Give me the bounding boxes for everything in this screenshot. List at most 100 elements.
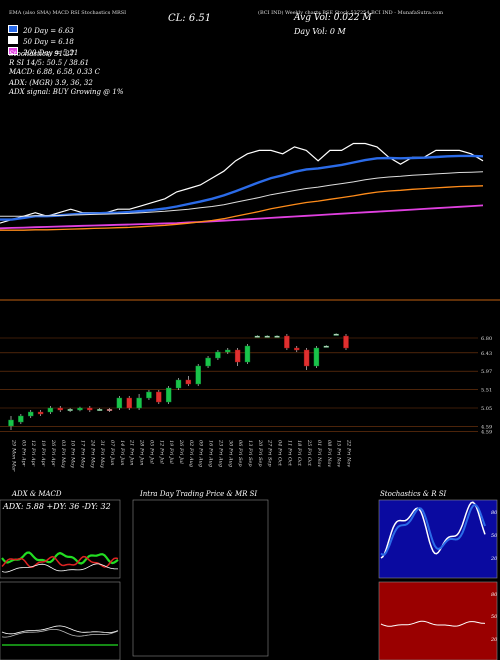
date-label: 06 Fri Sep [237, 440, 243, 467]
macd-panel [0, 581, 121, 660]
ema-label: EMA (also SMA) MACD RSI Stochastics MRSI [9, 10, 127, 16]
date-label: 10 Fri May [70, 440, 76, 468]
date-label: 13 Fri Sep [247, 440, 253, 467]
intraday-title: Intra Day Trading Price & MR SI [140, 490, 258, 498]
candle-body [234, 349, 241, 363]
stoch-title: Stochastics & R SI [380, 490, 447, 498]
candle-body [185, 379, 192, 385]
date-label: 25 Fri Oct [306, 439, 312, 467]
date-label: 20 Fri Sep [257, 439, 263, 467]
close-price: CL: 6.51 [168, 13, 212, 24]
candle-body [284, 335, 290, 349]
price-tick-label: 6.80 [481, 336, 492, 342]
date-label: 29 Mon Mar [11, 439, 17, 472]
ema-series-ema50 [0, 171, 484, 217]
date-label: 23 Fri Aug [217, 439, 223, 467]
ema-series-ema200 [0, 204, 484, 230]
date-label: 19 Fri Jul [168, 440, 174, 464]
avg-volume: Avg Vol: 0.022 M [294, 13, 372, 23]
date-label: 18 Fri Oct [296, 440, 302, 467]
candle-body [67, 409, 73, 411]
legend-ma200: 200 Day = 5.21 [8, 40, 78, 59]
chart-header-title: (BCI IND) Weekly charts BSE Stock 537254… [258, 10, 444, 16]
candle-body [225, 349, 231, 353]
price-chart: 6.806.435.975.515.054.594.59 29 Mon Mar 0… [0, 142, 500, 472]
date-label: 12 Fri Apr [30, 440, 36, 467]
price-tick-label: 4.59 [481, 424, 492, 430]
stoch-k-line [380, 501, 486, 559]
candle-body [244, 345, 251, 363]
candle-body [126, 397, 132, 409]
date-label: 12 Fri Jul [158, 440, 164, 464]
price-gridlines [0, 337, 478, 432]
adx-plus-di-line [1, 551, 119, 565]
date-label: 15 Fri Nov [336, 440, 342, 467]
date-label: 05 Fri Jul [148, 440, 154, 464]
intraday-panel [132, 499, 269, 657]
candle-body [313, 347, 320, 367]
date-label: 11 Fri Oct [286, 440, 292, 467]
price-tick-label: 6.43 [481, 351, 492, 357]
macd-lines [1, 625, 119, 646]
price-ticks: 6.80 6.43 5.97 5.51 5.05 4.594.59 [481, 336, 492, 435]
candle-body [294, 347, 300, 351]
candle-body [274, 335, 280, 338]
adx-line-label: ADX: 5.88 +DY: 36 -DY: 32 [3, 502, 111, 511]
rsi-line [380, 620, 486, 627]
candle-body [195, 365, 201, 385]
candle-body [323, 345, 329, 348]
rsi-value: R SI 14/5: 50.5 / 38.61 [9, 59, 90, 67]
candle-body [343, 335, 349, 349]
price-tick-label: 4.59 [481, 429, 492, 435]
ema-series-ema20 [0, 154, 484, 221]
stochastics-value: Stochastics: 91.27 [9, 50, 75, 58]
rsi-tick-50: 50 [491, 614, 498, 620]
ma200-swatch [8, 46, 18, 55]
candle-body [146, 391, 152, 399]
ema-series-orange [0, 185, 484, 231]
date-label: 19 Fri Apr [40, 440, 46, 467]
date-label: 07 Fri Jun [109, 440, 115, 465]
ma20-swatch [8, 24, 18, 33]
rsi-lines [380, 620, 486, 627]
candle-body [28, 411, 34, 417]
legend-ma20: 20 Day = 6.63 [8, 18, 74, 37]
rsi-panel [378, 581, 498, 660]
stoch-tick-20: 20 [491, 556, 498, 562]
adx-value: ADX: (MGR) 3.9, 36, 32 [9, 79, 93, 87]
candle-body [333, 333, 339, 336]
stoch-tick-80: 80 [491, 510, 498, 516]
candle-body [175, 379, 182, 389]
ema-lines [0, 142, 484, 231]
adx-macd-title: ADX & MACD [12, 490, 62, 498]
ema-series-close [0, 142, 484, 224]
date-labels: 29 Mon Mar 05 Fri Apr 12 Fri Apr 19 Fri Apr… [11, 439, 352, 472]
candle-body [18, 415, 24, 423]
price-tick-label: 5.51 [481, 388, 492, 394]
candle-body [156, 391, 162, 403]
candle-body [37, 411, 44, 415]
stoch-panel [378, 499, 498, 579]
candle-body [77, 407, 83, 411]
adx-signal: ADX signal: BUY Growing @ 1% [9, 88, 124, 96]
adx-line [1, 563, 118, 573]
rsi-tick-80: 80 [491, 592, 498, 598]
candle-body [87, 407, 93, 411]
date-label: 16 Fri Aug [208, 440, 214, 467]
date-label: 31 Fri May [99, 440, 105, 468]
candle-body [57, 407, 63, 411]
date-label: 08 Fri Nov [326, 440, 332, 467]
stoch-d-line [380, 503, 486, 556]
date-label: 04 Fri Oct [277, 440, 283, 467]
date-label: 26 Fri Apr [50, 439, 56, 467]
date-label: 01 Fri Nov [316, 440, 322, 467]
candle-body [116, 397, 123, 409]
candle-body [106, 409, 113, 411]
candles [8, 333, 349, 430]
ma50-swatch [8, 35, 18, 44]
date-label: 14 Fri Jun [119, 440, 125, 465]
date-label: 26 Fri Jul [178, 439, 184, 464]
day-volume: Day Vol: 0 M [294, 27, 346, 36]
candle-body [136, 397, 142, 409]
adx-minus-di-line [1, 555, 119, 569]
